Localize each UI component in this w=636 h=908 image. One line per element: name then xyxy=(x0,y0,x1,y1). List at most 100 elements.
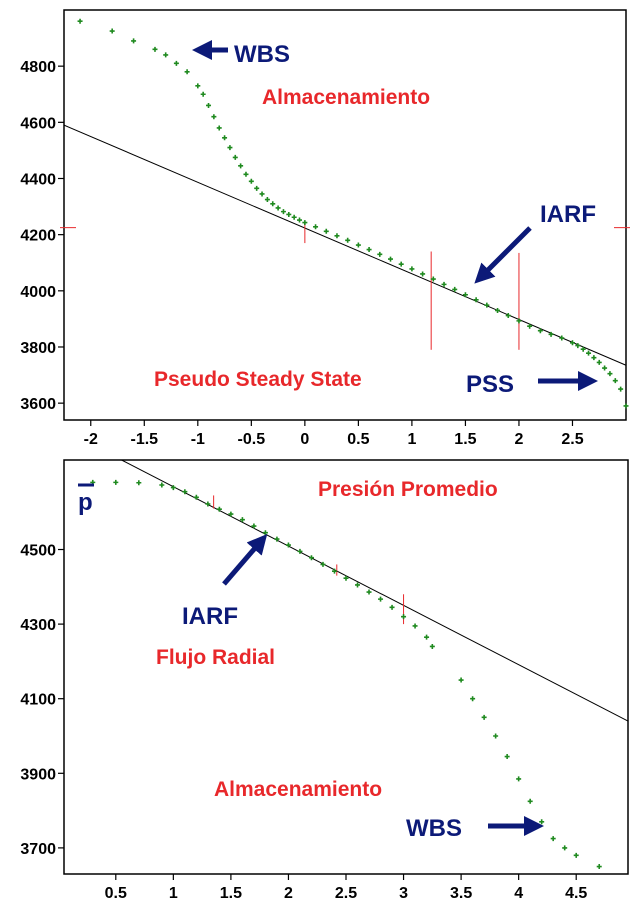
data-point xyxy=(163,52,169,58)
data-point xyxy=(481,714,487,720)
data-point xyxy=(297,217,303,223)
x-tick-label: 3 xyxy=(399,885,408,902)
data-point xyxy=(569,340,575,346)
x-tick-label: 1.5 xyxy=(454,431,476,448)
data-point xyxy=(262,530,268,536)
data-point xyxy=(573,852,579,858)
data-point xyxy=(211,114,217,120)
data-point xyxy=(113,479,119,485)
data-point xyxy=(302,220,308,226)
y-tick-label: 4600 xyxy=(20,115,56,132)
data-point xyxy=(539,819,545,825)
data-point xyxy=(228,511,234,517)
data-point xyxy=(398,261,404,267)
x-axis-top: -2 -1.5 -1 -0.5 0 0.5 1 1.5 2 2.5 xyxy=(84,420,584,448)
data-point xyxy=(596,359,602,365)
data-point xyxy=(366,589,372,595)
data-point xyxy=(227,145,233,151)
data-point xyxy=(206,102,212,108)
data-point xyxy=(580,346,586,352)
data-point xyxy=(232,154,238,160)
data-point xyxy=(238,163,244,169)
x-tick-label: -1.5 xyxy=(130,431,158,448)
y-tick-label: 4100 xyxy=(20,692,56,709)
x-tick-label: 0.5 xyxy=(105,885,127,902)
data-point xyxy=(259,191,265,197)
y-tick-label: 4400 xyxy=(20,171,56,188)
data-point xyxy=(286,211,292,217)
data-point xyxy=(343,575,349,581)
data-point xyxy=(355,242,361,248)
data-point xyxy=(331,568,337,574)
data-point xyxy=(387,256,393,262)
data-point xyxy=(516,776,522,782)
arrow-iarf-top xyxy=(474,226,532,284)
data-point xyxy=(308,555,314,561)
annotation-flujo-radial: Flujo Radial xyxy=(156,646,275,669)
data-point xyxy=(484,302,490,308)
data-point xyxy=(323,228,329,234)
data-point xyxy=(493,733,499,739)
data-point xyxy=(596,864,602,870)
y-tick-label: 4800 xyxy=(20,59,56,76)
data-point xyxy=(409,266,415,272)
data-point xyxy=(591,355,597,361)
annotation-wbs-top: WBS xyxy=(234,41,290,68)
data-point xyxy=(313,224,319,230)
data-point xyxy=(470,696,476,702)
data-point xyxy=(607,371,613,377)
x-tick-label: 0.5 xyxy=(347,431,369,448)
x-tick-label: 1 xyxy=(407,431,416,448)
x-tick-label: 4.5 xyxy=(565,885,587,902)
data-point xyxy=(159,482,165,488)
data-point xyxy=(462,292,468,298)
data-point xyxy=(430,276,436,282)
x-tick-label: -2 xyxy=(84,431,98,448)
data-point xyxy=(274,536,280,542)
data-point xyxy=(109,28,115,34)
y-tick-label: 4500 xyxy=(20,543,56,560)
annotation-wbs-bottom: WBS xyxy=(406,815,462,842)
data-point xyxy=(184,69,190,75)
x-tick-label: 2 xyxy=(284,885,293,902)
data-point xyxy=(424,634,430,640)
plot-area-top xyxy=(63,9,627,421)
y-tick-label: 4200 xyxy=(20,228,56,245)
data-point xyxy=(401,614,407,620)
annotation-pss-top: PSS xyxy=(466,371,514,398)
points-bottom xyxy=(90,479,602,870)
data-point xyxy=(516,318,522,324)
x-tick-label: 2 xyxy=(514,431,523,448)
data-point xyxy=(429,643,435,649)
data-point xyxy=(473,297,479,303)
data-point xyxy=(251,523,257,529)
data-point xyxy=(193,494,199,500)
y-tick-label: 3600 xyxy=(20,396,56,413)
y-axis-top: 3600 3800 4000 4200 4400 4600 4800 xyxy=(20,59,64,413)
x-tick-label: 1.5 xyxy=(220,885,242,902)
data-point xyxy=(182,489,188,495)
annotation-iarf-bottom: IARF xyxy=(182,603,238,630)
data-point xyxy=(195,83,201,89)
data-point xyxy=(586,350,592,356)
chart-top: -2 -1.5 -1 -0.5 0 0.5 1 1.5 2 2.5 3600 3800 4000 420… xyxy=(20,9,630,448)
data-point xyxy=(559,335,565,341)
x-tick-label: -1 xyxy=(191,431,205,448)
data-point xyxy=(612,378,618,384)
data-point xyxy=(366,247,372,253)
annotation-almacenamiento-bottom: Almacenamiento xyxy=(214,778,382,801)
plot-area-bottom xyxy=(63,459,629,875)
y-tick-label: 3800 xyxy=(20,340,56,357)
x-tick-label: 4 xyxy=(514,885,523,902)
data-point xyxy=(334,233,340,239)
data-point xyxy=(216,125,222,131)
data-point xyxy=(222,135,228,141)
y-tick-label: 4000 xyxy=(20,284,56,301)
data-point xyxy=(275,205,281,211)
data-point xyxy=(285,542,291,548)
annotation-presion-promedio: Presión Promedio xyxy=(318,478,498,501)
arrow-iarf-bottom xyxy=(222,533,268,586)
data-point xyxy=(254,185,260,191)
data-point xyxy=(527,798,533,804)
